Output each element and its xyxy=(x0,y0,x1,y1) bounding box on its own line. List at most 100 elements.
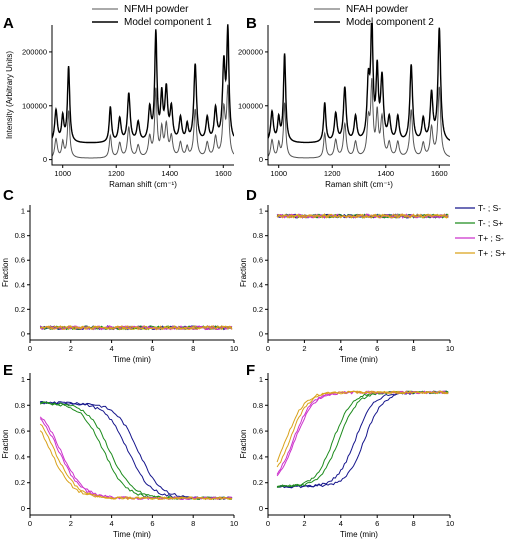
x-axis-label: Time (min) xyxy=(340,355,378,364)
legend-label: T- ; S- xyxy=(478,203,501,213)
series-line-4-rep-2 xyxy=(39,325,233,331)
y-tick-label: 1 xyxy=(259,375,263,384)
axes-frame xyxy=(51,25,234,166)
series-line-1-rep-1 xyxy=(39,401,233,500)
x-axis-label: Time (min) xyxy=(340,530,378,539)
axes-frame xyxy=(267,25,450,166)
x-axis-label: Time (min) xyxy=(113,530,151,539)
y-tick-label: 0.8 xyxy=(253,231,263,240)
y-tick-label: 0 xyxy=(21,329,25,338)
panel-label-c: C xyxy=(3,187,14,204)
series-model-component-line xyxy=(52,24,234,144)
y-tick-label: 0.8 xyxy=(15,401,25,410)
y-tick-label: 0 xyxy=(259,329,263,338)
y-tick-label: 0.8 xyxy=(253,401,263,410)
series-line-4-rep-2 xyxy=(39,423,233,501)
x-tick-label: 1000 xyxy=(270,169,287,178)
x-tick-label: 8 xyxy=(412,344,416,353)
series-line-4-rep-1 xyxy=(39,430,233,501)
legend-label: Model component 1 xyxy=(124,17,212,28)
y-tick-label: 0.6 xyxy=(253,427,263,436)
y-tick-label: 200000 xyxy=(238,47,263,56)
series-line-4-rep-1 xyxy=(276,390,449,463)
y-axis-label: Fraction xyxy=(239,430,248,459)
series-line-1-rep-2 xyxy=(40,400,233,501)
y-tick-label: 0.2 xyxy=(15,305,25,314)
y-tick-label: 0.4 xyxy=(253,452,263,461)
y-tick-label: 0 xyxy=(21,504,25,513)
panel-d: D 0 2 4 6 8 10 0 0.2 0.4 0.6 0.8 1 Time (min) Fraction xyxy=(239,187,454,364)
x-tick-label: 0 xyxy=(266,344,270,353)
y-tick-label: 0.2 xyxy=(253,305,263,314)
legend-label: T- ; S+ xyxy=(478,218,503,228)
y-axis-label: Fraction xyxy=(1,258,10,287)
legend-label: T+ ; S- xyxy=(478,233,504,243)
x-tick-label: 2 xyxy=(302,344,306,353)
panel-label-d: D xyxy=(246,187,257,204)
series-line-2-rep-1 xyxy=(39,401,233,501)
x-tick-label: 1400 xyxy=(377,169,394,178)
legend-label: Model component 2 xyxy=(346,17,434,28)
x-tick-label: 0 xyxy=(28,519,32,528)
x-tick-label: 2 xyxy=(302,519,306,528)
y-tick-label: 0 xyxy=(43,155,47,164)
axes-frame xyxy=(29,205,234,341)
x-tick-label: 4 xyxy=(110,344,114,353)
legend-label: NFMH powder xyxy=(124,4,189,15)
series-model-component-line xyxy=(268,23,450,144)
y-tick-label: 0 xyxy=(259,155,263,164)
y-tick-label: 0.2 xyxy=(15,478,25,487)
series-line-4-rep-2 xyxy=(276,390,449,468)
x-tick-label: 4 xyxy=(339,344,343,353)
series-line-3-rep-2 xyxy=(276,390,449,477)
series-powder-line xyxy=(52,84,234,159)
y-tick-label: 100000 xyxy=(22,101,47,110)
series-line-3-rep-1 xyxy=(276,390,449,475)
y-tick-label: 100000 xyxy=(238,101,263,110)
panel-label-b: B xyxy=(246,15,257,32)
y-tick-label: 1 xyxy=(259,207,263,216)
y-tick-label: 0.8 xyxy=(15,231,25,240)
conditions-legend: T- ; S- T- ; S+ T+ ; S- T+ ; S+ xyxy=(455,203,506,258)
panel-label-f: F xyxy=(246,362,255,379)
y-tick-label: 200000 xyxy=(22,47,47,56)
x-tick-label: 10 xyxy=(230,519,238,528)
panel-b: B 1000 1200 1400 1600 0 100000 200000 Raman shif… xyxy=(238,4,450,189)
x-tick-label: 10 xyxy=(446,519,454,528)
legend-label: NFAH powder xyxy=(346,4,409,15)
panel-label-a: A xyxy=(3,15,14,32)
x-tick-label: 6 xyxy=(150,344,154,353)
y-tick-label: 0.4 xyxy=(15,452,25,461)
panel-f: F 0 2 4 6 8 10 0 0.2 0.4 0.6 0.8 1 Time (min) Fraction xyxy=(239,362,454,539)
x-tick-label: 1000 xyxy=(54,169,71,178)
x-tick-label: 1600 xyxy=(215,169,232,178)
x-tick-label: 1400 xyxy=(161,169,178,178)
x-tick-label: 4 xyxy=(110,519,114,528)
y-tick-label: 0 xyxy=(259,504,263,513)
y-axis-label: Intensity (Arbitrary Units) xyxy=(5,51,14,139)
x-tick-label: 2 xyxy=(69,344,73,353)
axes-frame xyxy=(267,205,450,341)
y-tick-label: 0.6 xyxy=(253,256,263,265)
x-axis-label: Time (min) xyxy=(113,355,151,364)
x-tick-label: 4 xyxy=(339,519,343,528)
x-tick-label: 2 xyxy=(69,519,73,528)
series-powder-line xyxy=(268,78,450,159)
panel-e: E 0 2 4 6 8 10 0 0.2 0.4 0.6 0.8 1 Time (min) Fraction xyxy=(1,362,238,539)
x-tick-label: 8 xyxy=(191,344,195,353)
y-tick-label: 0.6 xyxy=(15,256,25,265)
y-tick-label: 1 xyxy=(21,207,25,216)
y-tick-label: 0.4 xyxy=(253,280,263,289)
x-tick-label: 6 xyxy=(375,344,379,353)
x-axis-label: Raman shift (cm⁻¹) xyxy=(325,180,393,189)
axes-frame xyxy=(29,373,234,516)
y-axis-label: Fraction xyxy=(239,258,248,287)
axes-frame xyxy=(267,373,450,516)
x-tick-label: 0 xyxy=(28,344,32,353)
x-tick-label: 1600 xyxy=(431,169,448,178)
series-line-3-rep-2 xyxy=(39,416,233,500)
x-tick-label: 0 xyxy=(266,519,270,528)
series-line-4-rep-2 xyxy=(276,213,449,219)
y-tick-label: 0.2 xyxy=(253,478,263,487)
x-tick-label: 10 xyxy=(230,344,238,353)
